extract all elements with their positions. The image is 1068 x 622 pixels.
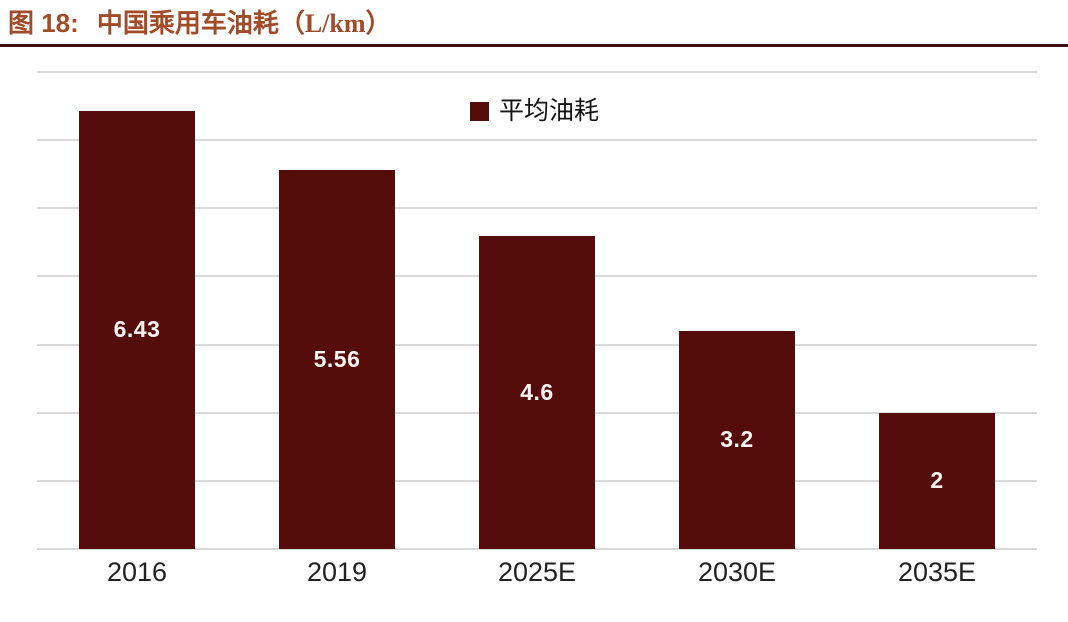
- chart-legend: 平均油耗: [470, 99, 599, 124]
- gridline-6: [37, 139, 1037, 142]
- gridline-7: [37, 71, 1037, 73]
- bar-value-label: 5.56: [313, 346, 361, 373]
- gridline-5: [37, 207, 1037, 210]
- legend-swatch-icon: [470, 102, 489, 121]
- x-axis-label-2016: 2016: [106, 557, 168, 587]
- x-axis-label-2025E: 2025E: [497, 557, 577, 587]
- bar-value-label: 6.43: [113, 316, 161, 343]
- bar-2035E: 2: [879, 412, 995, 549]
- gridline-0: [37, 548, 1037, 550]
- x-axis-label-2035E: 2035E: [897, 557, 977, 587]
- bar-2019: 5.56: [279, 170, 395, 549]
- x-axis-label-2030E: 2030E: [697, 557, 777, 587]
- bar-2030E: 3.2: [679, 330, 795, 549]
- x-axis-label-2019: 2019: [306, 557, 368, 587]
- bar-2016: 6.43: [79, 110, 195, 549]
- x-axis-labels: 2016 2019 2025E 2030E 2035E: [37, 557, 1037, 599]
- bar-chart-plot-area: 6.43 5.56 4.6 3.2 2 平均油耗: [37, 71, 1037, 550]
- figure-title-text: 中国乘用车油耗（L/km）: [96, 9, 392, 38]
- bar-value-label: 3.2: [720, 426, 754, 453]
- figure-number: 图 18:: [8, 8, 79, 38]
- figure-header: 图 18: 中国乘用车油耗（L/km）: [0, 0, 1068, 47]
- bar-value-label: 4.6: [520, 378, 554, 405]
- title-underline: [0, 44, 1068, 47]
- bar-value-label: 2: [930, 467, 944, 494]
- legend-label: 平均油耗: [499, 98, 600, 125]
- figure-title: 图 18: 中国乘用车油耗（L/km）: [0, 0, 1068, 40]
- bar-2025E: 4.6: [479, 235, 595, 549]
